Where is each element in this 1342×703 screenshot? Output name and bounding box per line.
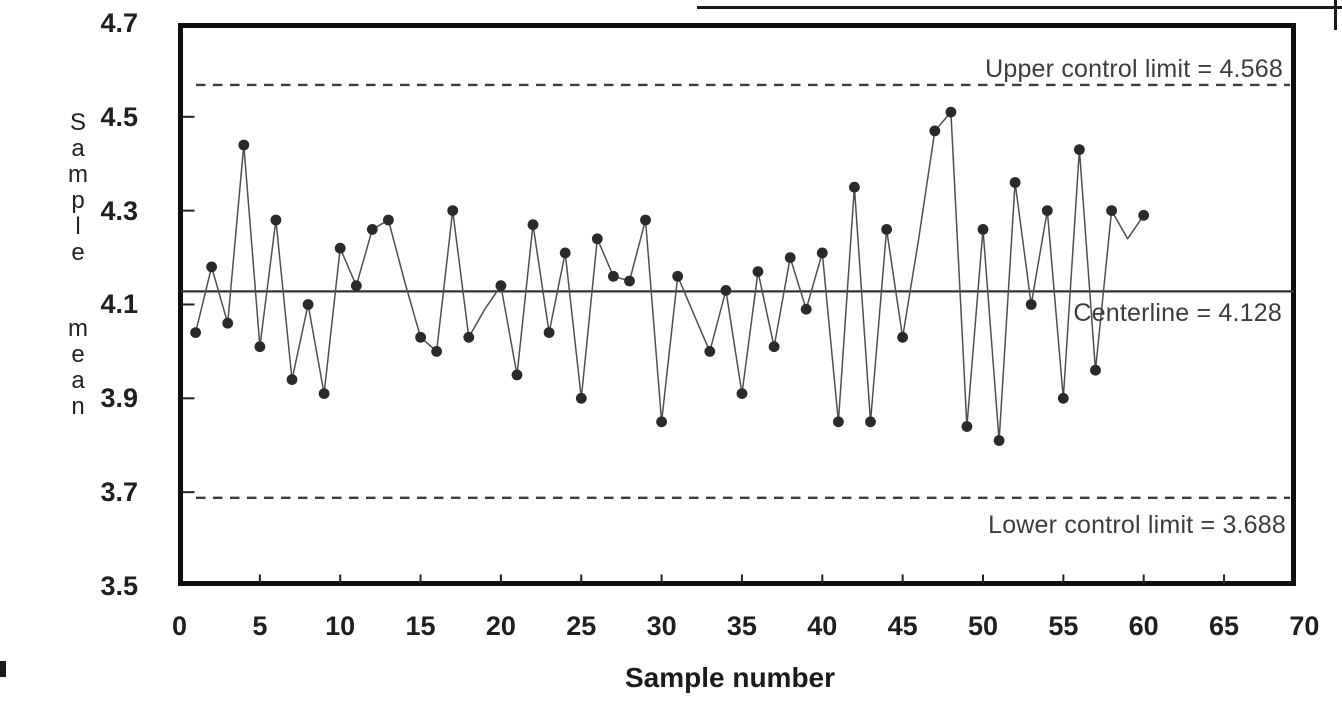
centerline-label: Centerline = 4.128 xyxy=(1073,299,1282,327)
data-point xyxy=(897,331,908,343)
x-axis-title: Sample number xyxy=(624,662,836,693)
data-point xyxy=(286,374,298,385)
data-point xyxy=(543,327,555,338)
y-axis-title-letter: l xyxy=(75,213,81,240)
x-tick-label: 0 xyxy=(171,611,188,641)
upper-control-limit-label: Upper control limit = 4.568 xyxy=(985,55,1283,83)
data-point xyxy=(270,214,282,226)
data-point xyxy=(945,106,957,118)
y-axis-title-letter: n xyxy=(71,393,85,420)
x-tick-label: 20 xyxy=(485,611,516,641)
y-tick-label: 3.9 xyxy=(100,383,138,414)
data-point xyxy=(527,219,539,231)
y-axis-title-letter: m xyxy=(68,315,88,342)
y-axis-title-letter: a xyxy=(71,367,85,394)
data-point xyxy=(1074,144,1085,156)
data-point xyxy=(254,341,266,353)
scan-artifact-mark xyxy=(1334,0,1337,30)
x-tick-label: 55 xyxy=(1048,611,1079,641)
x-tick-label: 65 xyxy=(1209,611,1240,641)
data-point xyxy=(302,299,314,310)
data-point xyxy=(929,125,941,137)
x-tick-label: 70 xyxy=(1289,611,1320,641)
y-tick-label: 4.7 xyxy=(100,7,138,38)
lower-control-limit-label: Lower control limit = 3.688 xyxy=(988,511,1286,539)
data-point xyxy=(961,421,973,432)
x-tick-label: 45 xyxy=(887,611,918,641)
data-point xyxy=(495,280,507,292)
data-point xyxy=(977,224,989,235)
data-point xyxy=(736,388,748,399)
data-point xyxy=(1057,392,1069,404)
data-point xyxy=(800,303,812,315)
x-tick-label: 50 xyxy=(967,611,999,641)
data-point xyxy=(816,247,828,259)
data-point xyxy=(1025,299,1037,310)
data-point xyxy=(720,285,732,296)
data-point xyxy=(415,331,426,343)
data-point xyxy=(865,416,876,428)
y-axis-title-letter: p xyxy=(71,187,85,214)
data-point xyxy=(575,392,587,404)
x-tick-label: 15 xyxy=(405,611,436,641)
data-point xyxy=(190,327,202,338)
x-tick-label: 5 xyxy=(252,611,268,641)
data-point xyxy=(672,270,684,282)
y-axis-title-letter: e xyxy=(71,239,85,266)
data-point xyxy=(752,266,764,277)
y-tick-label: 4.3 xyxy=(100,195,138,226)
data-point xyxy=(624,275,635,287)
y-axis-title-letter: a xyxy=(71,135,85,162)
data-point xyxy=(993,435,1005,446)
data-point xyxy=(559,247,571,259)
y-axis-title-letter: S xyxy=(69,109,86,136)
y-tick-label: 3.7 xyxy=(100,477,138,508)
x-tick-label: 60 xyxy=(1128,611,1159,641)
data-point xyxy=(640,214,651,226)
data-point xyxy=(1106,205,1117,217)
data-point xyxy=(511,369,523,381)
data-point xyxy=(383,214,394,226)
data-point xyxy=(334,242,346,254)
data-point xyxy=(784,252,796,263)
data-point xyxy=(206,261,218,273)
data-point xyxy=(1041,205,1053,217)
data-point xyxy=(704,346,716,357)
data-point xyxy=(463,331,475,343)
data-point xyxy=(656,416,667,428)
data-point xyxy=(849,181,860,193)
data-point xyxy=(238,139,250,151)
scan-artifact-speck xyxy=(0,661,6,677)
data-point xyxy=(366,224,378,235)
data-point xyxy=(591,233,603,245)
y-axis-title-letter: e xyxy=(71,341,85,368)
x-tick-label: 25 xyxy=(566,611,597,641)
data-point xyxy=(1090,364,1101,376)
data-line xyxy=(194,111,1145,442)
data-point xyxy=(447,205,459,217)
y-tick-label: 4.5 xyxy=(100,101,138,132)
x-tick-label: 35 xyxy=(726,611,757,641)
x-tick-label: 10 xyxy=(325,611,356,641)
data-point xyxy=(350,280,362,292)
data-point xyxy=(768,341,780,353)
data-point xyxy=(222,317,234,329)
plot-frame xyxy=(178,23,1296,586)
y-tick-label: 4.1 xyxy=(100,289,138,320)
data-point xyxy=(1009,177,1021,188)
data-point xyxy=(318,388,330,399)
x-tick-label: 40 xyxy=(807,611,838,641)
x-tick-label: 30 xyxy=(646,611,677,641)
y-tick-label: 3.5 xyxy=(100,571,138,601)
y-axis-title-letter: m xyxy=(68,161,88,188)
scan-artifact-line xyxy=(697,6,1342,9)
data-point xyxy=(881,224,892,235)
data-point xyxy=(608,270,619,282)
data-point xyxy=(833,416,844,428)
data-point xyxy=(1138,209,1150,221)
data-point xyxy=(431,346,442,357)
